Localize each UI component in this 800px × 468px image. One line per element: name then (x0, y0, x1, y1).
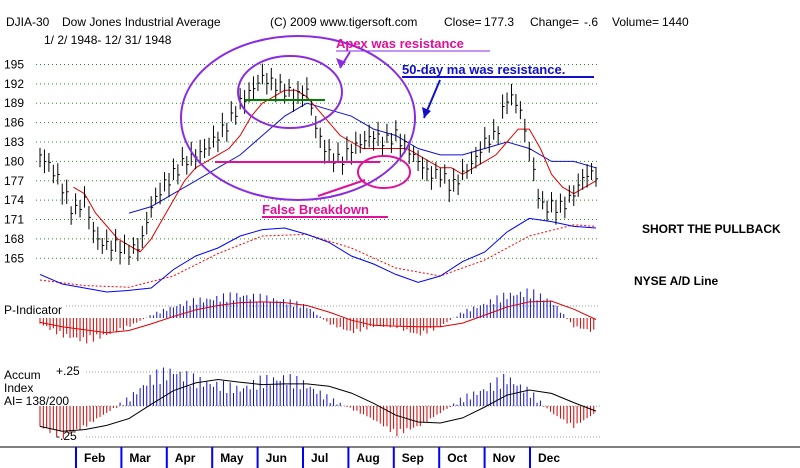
volume-value: 1440 (662, 15, 689, 29)
y-tick-label: 186 (4, 116, 24, 130)
y-tick-label: 168 (4, 232, 24, 246)
price-y-axis: 165 168 171 174 177 180 183 186 189 192 195 (4, 57, 24, 265)
symbol-label: DJIA-30 (6, 15, 50, 29)
month-label: Aug (356, 451, 379, 465)
accum-label: Accum (4, 368, 41, 382)
ad-ma-path (40, 225, 596, 287)
y-tick-label: 165 (4, 251, 24, 265)
y-tick-label: 183 (4, 135, 24, 149)
y-tick-label: 189 (4, 96, 24, 110)
month-label: Jul (311, 451, 328, 465)
ad-line (40, 218, 596, 292)
y-tick-label: 192 (4, 77, 24, 91)
date-range: 1/ 2/ 1948- 12/ 31/ 1948 (44, 33, 172, 47)
month-label: Mar (129, 451, 151, 465)
change-value: -.6 (584, 15, 598, 29)
month-axis: Feb Mar Apr May Jun Jul Aug Sep Oct Nov Dec (76, 447, 560, 468)
month-label: Nov (493, 451, 516, 465)
ad-line-path (40, 218, 596, 292)
change-label: Change= (530, 15, 579, 29)
volume-label: Volume= (612, 15, 659, 29)
apex-annotation: Apex was resistance (336, 36, 464, 51)
y-tick-label: 195 (4, 57, 24, 71)
y-tick-label: 171 (4, 213, 24, 227)
false-breakdown-ellipse (358, 156, 410, 188)
ad-line-ma (40, 225, 596, 287)
index-label: Index (4, 381, 33, 395)
false-breakdown-annotation: False Breakdown (262, 202, 369, 217)
month-label: Apr (175, 451, 196, 465)
month-label: Oct (447, 451, 467, 465)
ma50-line (129, 103, 596, 213)
ma50-annotation: 50-day ma was resistance. (402, 62, 565, 77)
month-label: Dec (538, 451, 560, 465)
month-label: May (220, 451, 244, 465)
apex-ellipse (181, 36, 415, 200)
month-label: Feb (84, 451, 105, 465)
month-label: Sep (402, 451, 424, 465)
p-indicator-histogram (40, 288, 594, 343)
stock-chart: DJIA-30 Dow Jones Industrial Average (C)… (0, 0, 800, 468)
month-label: Jun (266, 451, 287, 465)
p-indicator-label: P-Indicator (4, 303, 62, 317)
nyse-ad-label: NYSE A/D Line (634, 274, 719, 288)
ma50-path (129, 103, 596, 213)
ma21-path (73, 90, 596, 252)
copyright: (C) 2009 www.tigersoft.com (270, 15, 417, 29)
close-label: Close= (444, 15, 482, 29)
ai-label: AI= 138/200 (4, 394, 69, 408)
y-tick-label: 180 (4, 154, 24, 168)
close-value: 177.3 (484, 15, 514, 29)
ma50-arrow-head (422, 107, 431, 118)
y-tick-label: 177 (4, 174, 24, 188)
index-name: Dow Jones Industrial Average (62, 15, 221, 29)
short-the-pullback-label: SHORT THE PULLBACK (642, 222, 781, 236)
accum-top-label: +.25 (56, 364, 80, 378)
ma21-line (73, 90, 596, 252)
accum-histogram (40, 368, 594, 439)
price-bars (40, 64, 598, 265)
y-tick-label: 174 (4, 193, 24, 207)
